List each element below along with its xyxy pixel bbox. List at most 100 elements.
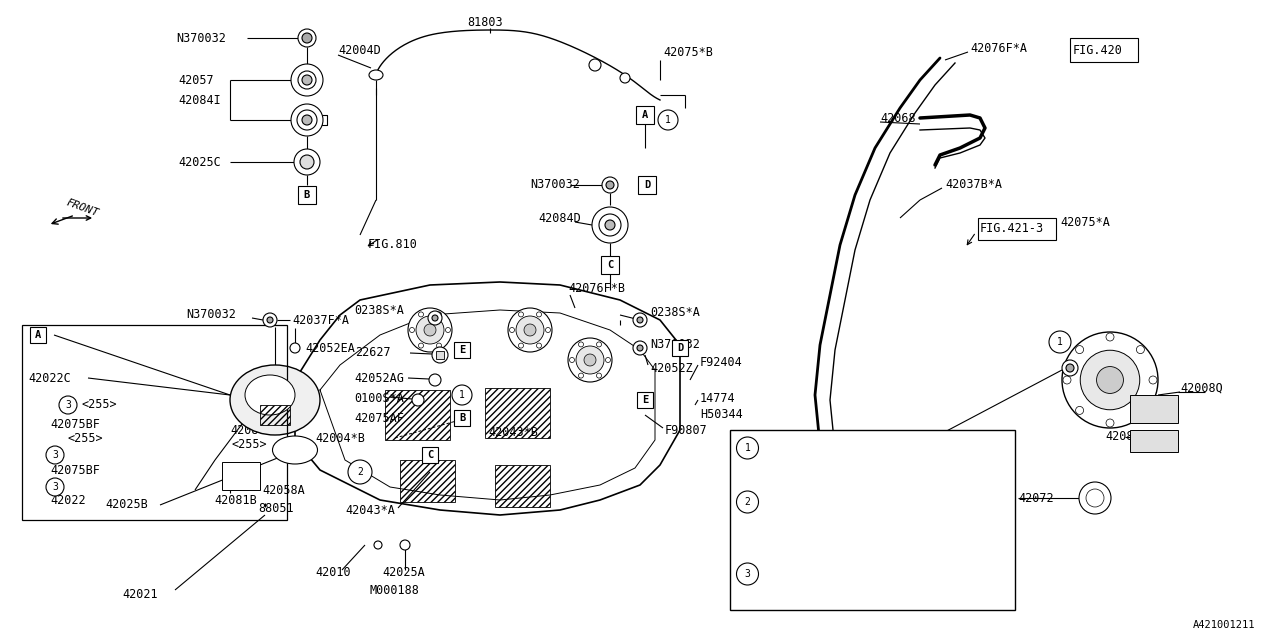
Bar xyxy=(454,410,470,426)
Text: 42025B: 42025B xyxy=(105,499,147,511)
Circle shape xyxy=(412,394,424,406)
Bar xyxy=(422,447,438,463)
Circle shape xyxy=(545,328,550,333)
Text: 1: 1 xyxy=(745,443,750,453)
Bar xyxy=(978,218,1056,240)
Circle shape xyxy=(736,563,759,585)
Text: 3: 3 xyxy=(52,482,58,492)
Circle shape xyxy=(1149,376,1157,384)
Circle shape xyxy=(1066,364,1074,372)
Circle shape xyxy=(1075,346,1084,353)
Bar xyxy=(29,327,46,343)
Text: <255>: <255> xyxy=(82,399,118,412)
Text: N370032: N370032 xyxy=(650,339,700,351)
Circle shape xyxy=(589,59,602,71)
Bar xyxy=(260,405,291,425)
Text: 42081B: 42081B xyxy=(214,493,257,506)
Circle shape xyxy=(424,324,436,336)
Text: W18601: W18601 xyxy=(771,551,808,561)
Text: 42052Z: 42052Z xyxy=(650,362,692,374)
Text: 42008Q: 42008Q xyxy=(1105,385,1148,399)
Text: 42068: 42068 xyxy=(881,111,915,125)
Text: 42075AF: 42075AF xyxy=(355,412,404,424)
Bar xyxy=(454,342,470,358)
Text: 42025C: 42025C xyxy=(178,156,220,168)
Text: 22627: 22627 xyxy=(355,346,390,358)
Bar xyxy=(1130,395,1178,423)
Bar xyxy=(637,392,653,408)
Text: 14774: 14774 xyxy=(700,392,736,404)
Circle shape xyxy=(637,345,643,351)
Text: 42043*A: 42043*A xyxy=(346,504,394,516)
Bar xyxy=(672,340,689,356)
Circle shape xyxy=(509,328,515,333)
Bar xyxy=(637,176,657,194)
Text: FIG.421-3: FIG.421-3 xyxy=(980,223,1044,236)
Circle shape xyxy=(348,460,372,484)
Circle shape xyxy=(429,374,442,386)
Text: <04MY0401-          >: <04MY0401- > xyxy=(860,515,983,525)
Text: B: B xyxy=(303,190,310,200)
Circle shape xyxy=(46,478,64,496)
Ellipse shape xyxy=(369,70,383,80)
Circle shape xyxy=(591,207,628,243)
Circle shape xyxy=(302,115,312,125)
Text: 42075BF: 42075BF xyxy=(50,419,100,431)
Text: 42076F*B: 42076F*B xyxy=(568,282,625,294)
Circle shape xyxy=(516,316,544,344)
Circle shape xyxy=(298,29,316,47)
Circle shape xyxy=(268,317,273,323)
Text: 42075*A: 42075*A xyxy=(1060,216,1110,228)
Circle shape xyxy=(576,346,604,374)
Text: A421001211: A421001211 xyxy=(1193,620,1254,630)
Text: 42043*B: 42043*B xyxy=(771,479,814,489)
Text: B: B xyxy=(458,413,465,423)
Circle shape xyxy=(1137,346,1144,353)
Circle shape xyxy=(518,343,524,348)
Circle shape xyxy=(570,358,575,362)
Text: 0100S*A: 0100S*A xyxy=(355,392,404,404)
Circle shape xyxy=(419,312,424,317)
Circle shape xyxy=(433,347,448,363)
Bar xyxy=(221,462,260,490)
Circle shape xyxy=(445,328,451,333)
Bar xyxy=(385,390,451,440)
Circle shape xyxy=(1062,376,1071,384)
Circle shape xyxy=(436,343,442,348)
Bar xyxy=(298,186,316,204)
Text: 42075*B: 42075*B xyxy=(663,45,713,58)
Text: 1: 1 xyxy=(1057,337,1062,347)
Text: 42043*B: 42043*B xyxy=(488,426,538,438)
Text: 81803: 81803 xyxy=(467,15,503,29)
Text: A: A xyxy=(641,110,648,120)
Circle shape xyxy=(1080,350,1139,410)
Text: 42008Q: 42008Q xyxy=(1180,381,1222,394)
Circle shape xyxy=(1085,489,1103,507)
Circle shape xyxy=(302,75,312,85)
Circle shape xyxy=(658,110,678,130)
Text: 0923S*A: 0923S*A xyxy=(771,443,814,453)
Bar xyxy=(436,351,444,359)
Circle shape xyxy=(596,342,602,347)
Text: 42084D: 42084D xyxy=(538,211,581,225)
Circle shape xyxy=(302,33,312,43)
Text: 42081A: 42081A xyxy=(1105,431,1148,444)
Circle shape xyxy=(736,437,759,459)
Text: 3: 3 xyxy=(745,569,750,579)
Text: FRONT: FRONT xyxy=(65,198,100,218)
Circle shape xyxy=(1050,331,1071,353)
Text: 42076F*A: 42076F*A xyxy=(970,42,1027,54)
Circle shape xyxy=(1137,406,1144,415)
Circle shape xyxy=(637,317,643,323)
Circle shape xyxy=(46,446,64,464)
Bar xyxy=(1130,430,1178,452)
Circle shape xyxy=(298,71,316,89)
Circle shape xyxy=(508,308,552,352)
Text: N370032: N370032 xyxy=(177,31,225,45)
Text: D: D xyxy=(677,343,684,353)
Circle shape xyxy=(579,342,584,347)
Circle shape xyxy=(634,341,646,355)
Text: F92404: F92404 xyxy=(700,355,742,369)
Text: F90807: F90807 xyxy=(666,424,708,436)
Text: N370032: N370032 xyxy=(186,308,236,321)
